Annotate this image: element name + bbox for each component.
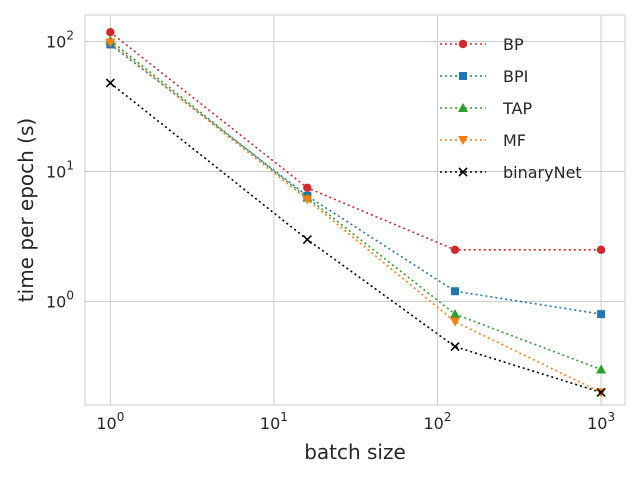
series-line: [109, 82, 602, 394]
plot-area: [85, 15, 625, 405]
legend-marker: [458, 103, 468, 112]
series-layer: [105, 27, 607, 398]
data-point: [302, 234, 312, 245]
y-tick-label: 100: [46, 289, 74, 312]
data-point: [597, 310, 606, 319]
data-point: [105, 38, 116, 48]
series-line: [109, 31, 602, 251]
x-tick-label: 103: [587, 410, 615, 433]
y-tick-label: 102: [46, 29, 74, 52]
legend-label: BP: [503, 35, 524, 54]
legend-label: TAP: [502, 99, 532, 118]
x-tick-labels: 100 101 102 103: [96, 410, 615, 433]
plot-frame: [84, 14, 626, 406]
data-point: [302, 195, 313, 205]
legend-marker: [459, 72, 467, 80]
legend-item: BPI: [440, 67, 528, 86]
x-axis-label: batch size: [304, 440, 406, 464]
legend-marker: [458, 136, 468, 145]
x-tick-label: 102: [424, 410, 452, 433]
data-point: [450, 309, 461, 319]
data-point: [451, 287, 460, 296]
data-point: [450, 342, 460, 352]
grid: [85, 15, 625, 405]
legend-item: MF: [440, 131, 526, 150]
data-point: [303, 183, 312, 192]
legend-marker: [458, 167, 468, 177]
y-tick-label: 101: [46, 159, 74, 182]
data-point: [106, 27, 115, 37]
y-axis-label: time per epoch (s): [14, 118, 38, 302]
series-line: [109, 39, 602, 371]
y-tick-labels: 100 101 102: [46, 29, 74, 312]
legend-item: TAP: [440, 99, 532, 118]
series-line: [109, 43, 602, 315]
data-point: [596, 245, 606, 255]
x-tick-label: 100: [96, 410, 124, 433]
legend-label: binaryNet: [503, 163, 582, 182]
legend-item: BP: [440, 35, 524, 54]
legend-item: binaryNet: [440, 163, 582, 182]
legend-label: BPI: [503, 67, 528, 86]
data-point: [105, 78, 115, 88]
x-tick-label: 101: [260, 410, 288, 433]
data-point: [596, 387, 606, 397]
series-line: [109, 42, 602, 394]
legend: BP BPI TAP MF binaryNet: [440, 35, 582, 182]
data-point: [450, 245, 460, 255]
legend-label: MF: [503, 131, 526, 150]
legend-marker: [458, 39, 468, 49]
series-binarynet: [105, 78, 606, 397]
series-bp: [106, 27, 606, 255]
data-point: [450, 317, 461, 327]
data-point: [596, 364, 607, 374]
